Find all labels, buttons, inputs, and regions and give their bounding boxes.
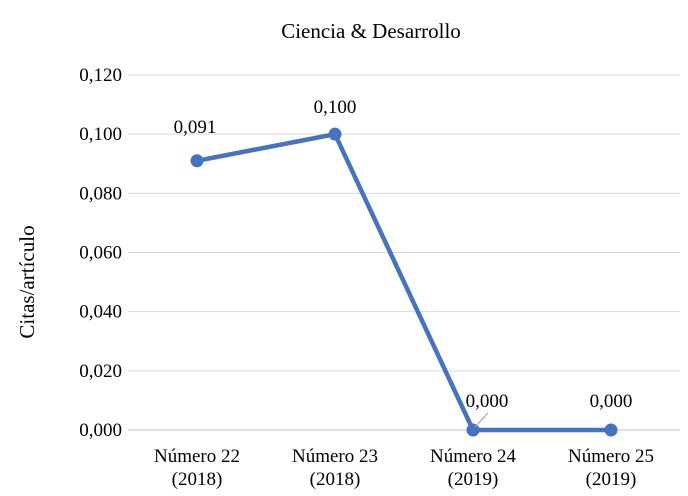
y-tick-label: 0,100 bbox=[79, 124, 122, 145]
data-point bbox=[466, 423, 480, 437]
x-tick-label: Número 24 (2019) bbox=[430, 446, 517, 490]
y-tick-label: 0,120 bbox=[79, 65, 122, 86]
chart-title: Ciencia & Desarrollo bbox=[281, 19, 461, 43]
series-line bbox=[194, 131, 614, 433]
data-point bbox=[328, 127, 342, 141]
y-tick-label: 0,020 bbox=[79, 361, 122, 382]
y-axis-ticks: 0,000 0,020 0,040 0,060 0,080 0,100 0,120 bbox=[79, 65, 122, 441]
gridlines bbox=[128, 74, 680, 431]
data-labels: 0,091 0,100 0,000 0,000 bbox=[174, 97, 633, 428]
y-tick-label: 0,040 bbox=[79, 302, 122, 323]
data-label: 0,091 bbox=[174, 117, 217, 138]
y-tick-label: 0,060 bbox=[79, 243, 122, 264]
x-tick-label: Número 23 (2018) bbox=[292, 446, 378, 490]
data-point bbox=[190, 154, 204, 168]
data-point bbox=[604, 423, 618, 437]
data-label: 0,000 bbox=[590, 391, 633, 412]
x-axis-ticks: Número 22 (2018) Número 23 (2018) Número 24(… bbox=[154, 446, 654, 490]
x-tick-label: Número 25 (2019) bbox=[568, 446, 654, 490]
label-leader-line bbox=[474, 412, 489, 428]
y-axis-label: Citas/artículo bbox=[15, 225, 39, 338]
data-label: 0,100 bbox=[314, 97, 357, 118]
y-tick-label: 0,000 bbox=[79, 420, 122, 441]
x-tick-label: Número 22 (2018) bbox=[154, 446, 240, 490]
y-tick-label: 0,080 bbox=[79, 183, 122, 204]
series-layer bbox=[190, 127, 618, 437]
data-label: 0,000 bbox=[466, 391, 509, 412]
